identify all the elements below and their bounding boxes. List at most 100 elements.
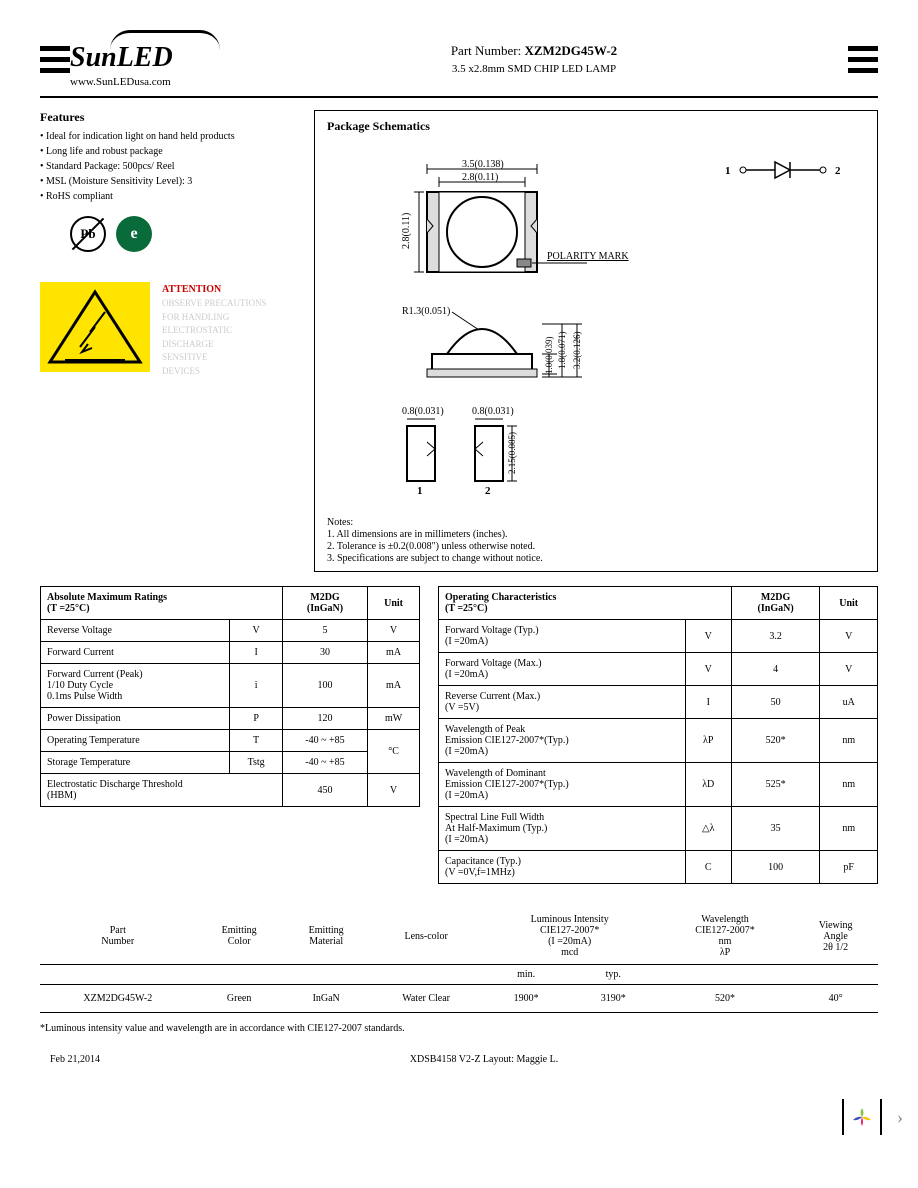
amr-val: 5: [282, 620, 367, 642]
sum-hdr: Viewing Angle 2θ 1/2: [793, 908, 878, 965]
sum-hdr: Emitting Material: [283, 908, 370, 965]
esd-line: ELECTROSTATIC: [162, 324, 267, 338]
svg-text:R1.3(0.051): R1.3(0.051): [402, 306, 450, 317]
oc-sym: V: [685, 653, 731, 686]
next-page-button[interactable]: ›: [882, 1099, 918, 1135]
note-line: 2. Tolerance is ±0.2(0.008") unless othe…: [327, 541, 865, 552]
sum-sub: typ.: [570, 965, 657, 985]
feature-item: Standard Package: 500pcs/ Reel: [40, 161, 300, 172]
svg-text:1.0(0.039): 1.0(0.039): [544, 337, 554, 375]
svg-text:2: 2: [835, 165, 841, 177]
sum-cell: InGaN: [283, 985, 370, 1013]
feature-item: MSL (Moisture Sensitivity Level): 3: [40, 176, 300, 187]
esd-line: SENSITIVE: [162, 351, 267, 365]
oc-param: Wavelength of Peak Emission CIE127-2007*…: [439, 719, 686, 763]
amr-unit: °C: [368, 730, 420, 774]
amr-param: Forward Current: [41, 642, 230, 664]
bottom-bar: ›: [0, 1085, 918, 1135]
sum-cell: Green: [196, 985, 283, 1013]
svg-text:2: 2: [485, 485, 491, 494]
rohs-icon: e: [116, 216, 152, 252]
oc-unit: nm: [820, 763, 878, 807]
amr-val: 120: [282, 708, 367, 730]
oc-unit: pF: [820, 851, 878, 884]
note-line: 3. Specifications are subject to change …: [327, 553, 865, 564]
schematics-box: Package Schematics 3.5(0.138): [314, 110, 878, 572]
menu-icon-left[interactable]: [40, 46, 70, 73]
sum-cell: 40°: [793, 985, 878, 1013]
oc-param: Forward Voltage (Typ.) (I =20mA): [439, 620, 686, 653]
svg-text:2.8(0.11): 2.8(0.11): [401, 213, 412, 249]
oc-unit: V: [820, 653, 878, 686]
sum-hdr: Wavelength CIE127-2007* nm λP: [657, 908, 794, 965]
diode-symbol: 1 2: [725, 154, 855, 197]
col-unit: Unit: [820, 587, 878, 620]
feature-item: Long life and robust package: [40, 146, 300, 157]
oc-unit: V: [820, 620, 878, 653]
notes-title: Notes:: [327, 517, 865, 528]
amr-unit: V: [368, 620, 420, 642]
amr-param: Operating Temperature: [41, 730, 230, 752]
oc-sym: V: [685, 620, 731, 653]
oc-param: Capacitance (Typ.) (V =0V,f=1MHz): [439, 851, 686, 884]
footer: Feb 21,2014 XDSB4158 V2-Z Layout: Maggie…: [40, 1054, 878, 1065]
sum-sub: min.: [483, 965, 570, 985]
amr-val: 450: [282, 774, 367, 807]
oc-cond: (T =25°C): [445, 603, 488, 614]
oc-param: Wavelength of Dominant Emission CIE127-2…: [439, 763, 686, 807]
menu-icon-right[interactable]: [848, 46, 878, 73]
oc-sym: △λ: [685, 807, 731, 851]
amr-sym: I: [230, 642, 283, 664]
oc-title: Operating Characteristics: [445, 592, 556, 603]
footnote: *Luminous intensity value and wavelength…: [40, 1023, 878, 1034]
oc-param: Forward Voltage (Max.) (I =20mA): [439, 653, 686, 686]
oc-sym: I: [685, 686, 731, 719]
amr-val: -40 ~ +85: [282, 752, 367, 774]
amr-sym: T: [230, 730, 283, 752]
header: SunLED www.SunLEDusa.com Part Number: XZ…: [40, 30, 878, 98]
esd-line: DEVICES: [162, 365, 267, 379]
logo: SunLED www.SunLEDusa.com: [70, 30, 220, 88]
col-chip: M2DG: [761, 592, 790, 603]
amr-param: Forward Current (Peak) 1/10 Duty Cycle 0…: [41, 664, 230, 708]
oc-val: 3.2: [731, 620, 820, 653]
sum-cell: Water Clear: [370, 985, 483, 1013]
feature-item: Ideal for indication light on hand held …: [40, 131, 300, 142]
sum-hdr: Luminous Intensity CIE127-2007* (I =20mA…: [483, 908, 657, 965]
footer-doc: XDSB4158 V2-Z Layout: Maggie L.: [410, 1054, 558, 1065]
esd-warning: ATTENTION OBSERVE PRECAUTIONS FOR HANDLI…: [40, 282, 300, 378]
esd-triangle-icon: [40, 282, 150, 372]
oc-sym: C: [685, 851, 731, 884]
amr-unit: mW: [368, 708, 420, 730]
svg-text:2.15(0.085): 2.15(0.085): [507, 432, 517, 474]
esd-line: FOR HANDLING: [162, 311, 267, 325]
part-label: Part Number:: [451, 43, 521, 58]
sum-cell: 520*: [657, 985, 794, 1013]
amr-val: 30: [282, 642, 367, 664]
sum-cell: 1900*: [483, 985, 570, 1013]
part-number: XZM2DG45W-2: [524, 43, 617, 58]
svg-text:3.2(0.126): 3.2(0.126): [572, 332, 582, 370]
esd-line: DISCHARGE: [162, 338, 267, 352]
amr-param: Electrostatic Discharge Threshold (HBM): [41, 774, 283, 807]
pb-free-icon: Pb: [70, 216, 106, 252]
oc-unit: nm: [820, 719, 878, 763]
amr-unit: mA: [368, 642, 420, 664]
oc-unit: nm: [820, 807, 878, 851]
oc-val: 4: [731, 653, 820, 686]
svg-text:2.8(0.11): 2.8(0.11): [462, 172, 498, 183]
amr-unit: mA: [368, 664, 420, 708]
amr-val: -40 ~ +85: [282, 730, 367, 752]
oc-val: 50: [731, 686, 820, 719]
schematics-title: Package Schematics: [327, 119, 865, 134]
amr-unit: V: [368, 774, 420, 807]
schematic-notes: Notes: 1. All dimensions are in millimet…: [327, 517, 865, 564]
features-title: Features: [40, 110, 300, 125]
oc-unit: uA: [820, 686, 878, 719]
part-area: Part Number: XZM2DG45W-2 3.5 x2.8mm SMD …: [220, 43, 848, 75]
oc-val: 100: [731, 851, 820, 884]
summary-table: Part Number Emitting Color Emitting Mate…: [40, 908, 878, 1013]
logo-url: www.SunLEDusa.com: [70, 76, 171, 88]
sum-hdr: Emitting Color: [196, 908, 283, 965]
schematic-drawing: 3.5(0.138) 2.8(0.11) P: [337, 154, 677, 494]
